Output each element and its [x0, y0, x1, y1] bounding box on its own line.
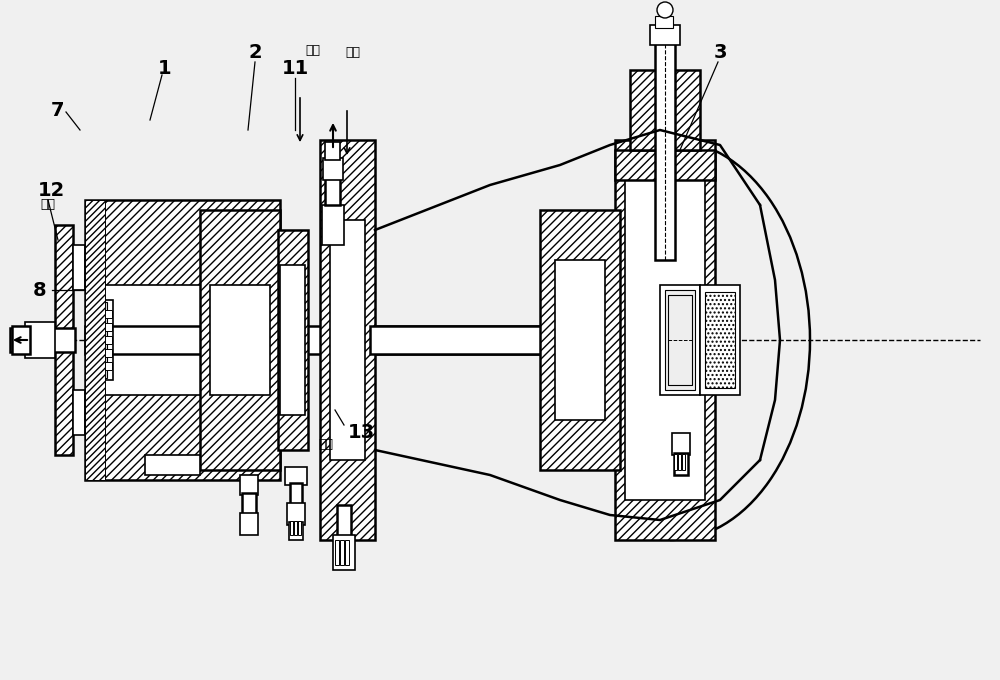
- Text: 通气: 通气: [305, 44, 320, 56]
- Bar: [210, 285, 270, 395]
- Bar: [278, 230, 308, 450]
- Text: 8: 8: [33, 280, 47, 299]
- Bar: [92, 336, 112, 344]
- Bar: [650, 25, 680, 45]
- Bar: [340, 540, 344, 565]
- Bar: [674, 454, 677, 470]
- Bar: [335, 540, 339, 565]
- Bar: [73, 245, 85, 290]
- Text: 通气: 通气: [345, 46, 360, 58]
- Bar: [92, 310, 112, 318]
- Bar: [280, 265, 305, 415]
- Bar: [325, 142, 340, 160]
- Bar: [615, 150, 715, 180]
- Bar: [55, 225, 73, 455]
- Bar: [625, 180, 705, 500]
- Bar: [682, 454, 685, 470]
- Bar: [320, 140, 375, 540]
- Bar: [655, 16, 673, 28]
- Bar: [700, 285, 740, 395]
- Bar: [85, 200, 105, 480]
- Bar: [660, 285, 700, 395]
- Bar: [370, 326, 660, 354]
- Bar: [555, 260, 605, 420]
- Text: 13: 13: [348, 422, 375, 441]
- Bar: [73, 390, 85, 435]
- Bar: [95, 285, 270, 395]
- Bar: [668, 295, 692, 385]
- Bar: [85, 200, 105, 480]
- Bar: [655, 40, 675, 260]
- Bar: [665, 290, 695, 390]
- Text: 3: 3: [713, 42, 727, 61]
- Bar: [88, 300, 113, 380]
- Bar: [285, 467, 307, 485]
- Bar: [333, 535, 355, 570]
- Bar: [290, 483, 302, 505]
- Text: 11: 11: [281, 58, 309, 78]
- Bar: [95, 302, 107, 378]
- Bar: [674, 453, 688, 475]
- Bar: [323, 158, 343, 180]
- Bar: [298, 521, 301, 535]
- Bar: [240, 513, 258, 535]
- Bar: [287, 503, 305, 525]
- Text: 1: 1: [158, 58, 172, 78]
- Bar: [325, 177, 340, 205]
- Circle shape: [657, 2, 673, 18]
- Bar: [85, 326, 565, 354]
- Bar: [630, 70, 700, 150]
- Bar: [92, 362, 112, 370]
- Bar: [145, 455, 200, 475]
- Bar: [672, 433, 690, 455]
- Bar: [705, 292, 735, 388]
- Bar: [85, 200, 280, 480]
- Bar: [92, 349, 112, 357]
- Text: 7: 7: [51, 101, 65, 120]
- Bar: [10, 328, 75, 352]
- Bar: [322, 205, 344, 245]
- Bar: [242, 493, 256, 515]
- Text: 2: 2: [248, 42, 262, 61]
- Bar: [25, 322, 55, 358]
- Text: 放气: 放气: [318, 437, 333, 450]
- Bar: [615, 140, 715, 540]
- Bar: [200, 210, 280, 470]
- Bar: [540, 210, 620, 470]
- Bar: [240, 475, 258, 495]
- Bar: [345, 540, 349, 565]
- Text: 12: 12: [38, 180, 65, 199]
- Bar: [294, 521, 297, 535]
- Text: 放气: 放气: [40, 199, 55, 211]
- Bar: [289, 522, 303, 540]
- Bar: [290, 521, 293, 535]
- Bar: [92, 323, 112, 331]
- Bar: [12, 326, 30, 354]
- Bar: [330, 220, 365, 460]
- Bar: [337, 505, 351, 540]
- Bar: [678, 454, 681, 470]
